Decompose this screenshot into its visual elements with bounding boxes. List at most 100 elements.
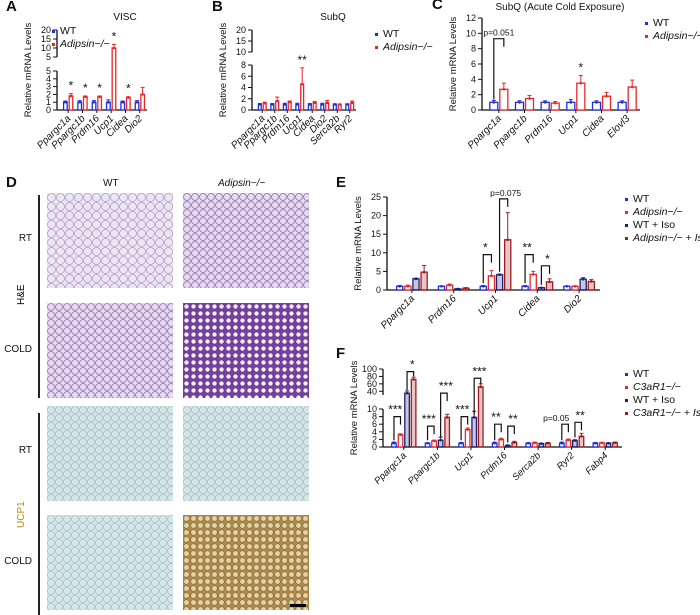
data-point: [263, 101, 266, 105]
column-label-wt: WT: [103, 178, 119, 189]
y-tick-label: 5: [46, 66, 51, 76]
data-point: [107, 100, 110, 104]
panel-label-d: D: [6, 174, 17, 191]
significance-label: ***: [388, 403, 402, 417]
x-tick-label: Prdm16: [523, 113, 556, 146]
significance-label: **: [491, 410, 501, 424]
y-tick-label: 40: [367, 386, 377, 396]
data-point: [526, 441, 530, 445]
y-tick-label: 0: [376, 285, 381, 295]
data-point: [69, 94, 73, 98]
legend-f: WT C3aR1−/− WT + Iso C3aR1−/− + Iso: [625, 368, 700, 420]
x-tick-label: Prdm16: [426, 293, 459, 326]
data-point: [432, 439, 436, 443]
data-point: [439, 438, 442, 442]
row-label-cold: COLD: [4, 344, 32, 355]
y-tick-label: 6: [471, 59, 476, 69]
panel-label-e: E: [336, 174, 347, 191]
row-label-cold: COLD: [4, 556, 32, 567]
he-bracket-line: [38, 195, 40, 398]
legend-label: Adipsin−/−: [383, 41, 433, 53]
data-point: [338, 103, 341, 106]
significance-label: *: [97, 81, 102, 95]
legend-item: WT: [645, 17, 700, 30]
significance-label: ***: [422, 412, 436, 426]
data-point: [540, 286, 543, 290]
panel-label-b: B: [212, 0, 223, 15]
data-point: [492, 101, 496, 104]
data-point: [64, 100, 67, 104]
legend-label: Adipsin−/−: [653, 30, 700, 42]
bar-c3ar1-iso: [578, 435, 585, 448]
legend-marker: [375, 45, 378, 49]
legend-item: Adipsin−/− + Iso: [625, 232, 700, 245]
y-tick-label: 6: [241, 71, 246, 81]
data-point: [490, 274, 493, 278]
legend-item: WT: [52, 25, 110, 38]
data-point: [313, 101, 316, 104]
scale-bar: [290, 604, 306, 607]
bar-adipsin-: [140, 93, 146, 111]
y-tick-label: 20: [41, 25, 51, 35]
data-point: [406, 284, 410, 288]
significance-bracket: [460, 416, 469, 441]
data-point: [414, 277, 418, 281]
y-tick-label: 2: [241, 94, 246, 104]
data-point: [325, 101, 329, 104]
data-point: [613, 441, 617, 445]
significance-label: *: [545, 252, 550, 266]
data-point: [560, 441, 564, 445]
legend-label: Adipsin−/− + Iso: [633, 232, 700, 244]
chart-title: SubQ: [320, 12, 346, 23]
data-point: [565, 284, 569, 288]
bar-wt-iso: [404, 392, 410, 448]
ucp1-bracket-line: [38, 413, 40, 615]
histology-ucp1-wt-cold: [47, 515, 173, 610]
legend-b: WT Adipsin−/−: [375, 28, 433, 54]
data-point: [141, 93, 144, 96]
data-point: [533, 441, 537, 445]
legend-label: WT: [633, 368, 650, 380]
data-point: [112, 46, 116, 50]
bar-adipsin-: [300, 83, 305, 111]
y-tick-label: 6: [372, 419, 377, 429]
data-point: [459, 441, 463, 445]
legend-marker: [625, 223, 628, 227]
legend-item: Adipsin−/−: [645, 30, 700, 43]
data-point: [472, 416, 476, 419]
x-tick-label: Ppargc1a: [379, 293, 417, 331]
data-point: [579, 81, 583, 85]
x-tick-label: Ppargc1b: [406, 450, 443, 487]
data-point: [605, 94, 608, 98]
y-axis-label: Relative mRNA Levels: [349, 360, 360, 455]
significance-bracket: [574, 421, 583, 438]
data-point: [540, 442, 543, 445]
data-point: [567, 438, 570, 442]
significance-label: ***: [472, 364, 486, 378]
y-tick-label: 5: [46, 52, 51, 62]
legend-item: Adipsin−/−: [375, 41, 433, 54]
data-point: [422, 270, 426, 274]
chart-e: 0 5 10 15 20 25 Relative mRNA Levels Ppargc1a Pr…: [353, 188, 600, 331]
data-point: [569, 101, 573, 104]
significance-label: p=0.05: [543, 413, 570, 423]
bar-c3ar1-: [464, 428, 471, 448]
histology-he-wt-cold: [47, 303, 173, 398]
significance-label: **: [522, 241, 532, 255]
legend-marker: [375, 32, 378, 36]
data-point: [528, 97, 531, 100]
data-point: [548, 280, 551, 284]
y-tick-label: 60: [367, 379, 377, 389]
legend-item: WT + Iso: [625, 394, 700, 407]
y-tick-label: 0: [471, 105, 476, 115]
bar-adipsin-: [499, 88, 509, 111]
y-tick-label: 15: [236, 36, 246, 46]
data-point: [399, 433, 402, 437]
significance-label: *: [483, 241, 488, 255]
significance-bracket: [482, 254, 493, 284]
significance-bracket: [493, 38, 505, 100]
y-tick-label: 0: [46, 105, 51, 115]
data-point: [581, 277, 585, 281]
